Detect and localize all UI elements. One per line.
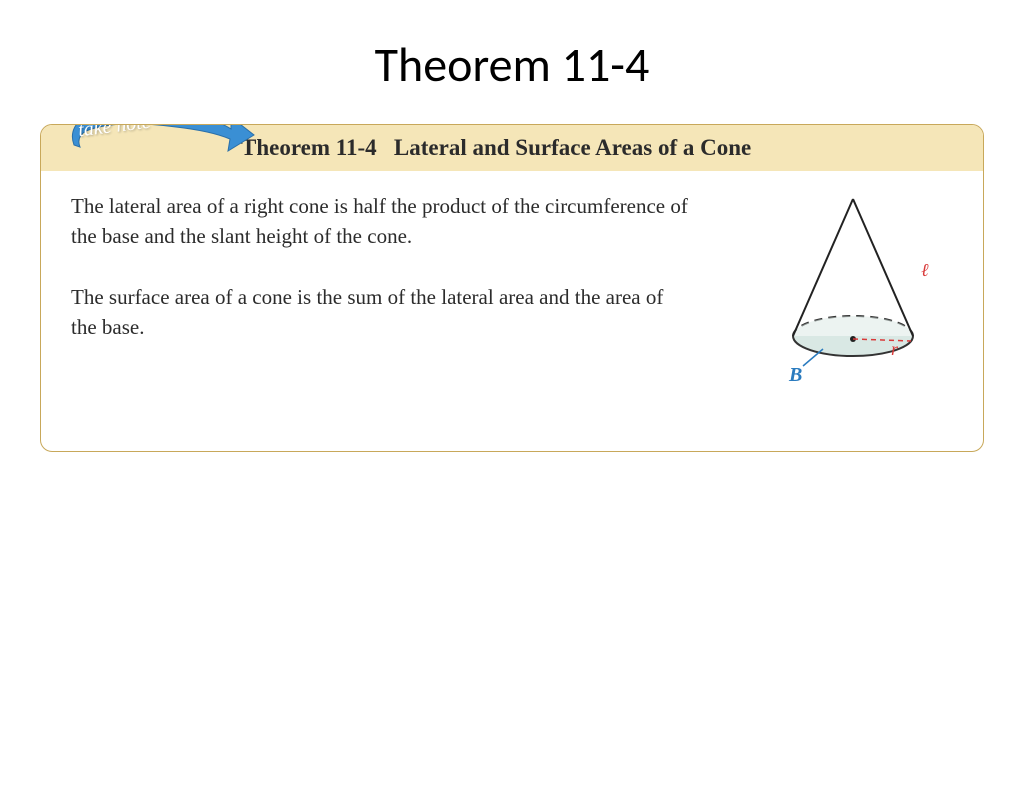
- take-note-badge: take note: [66, 124, 256, 167]
- label-base: B: [788, 364, 802, 381]
- theorem-content: The lateral area of a right cone is half…: [41, 171, 983, 451]
- theorem-box: take note Theorem 11-4 Lateral and Surfa…: [40, 124, 984, 452]
- slide-title: Theorem 11-4: [0, 35, 1024, 94]
- paragraph-1: The lateral area of a right cone is half…: [71, 191, 691, 252]
- label-slant: ℓ: [921, 260, 929, 280]
- cone-diagram: ℓ r B: [763, 181, 953, 381]
- label-radius: r: [891, 339, 899, 359]
- theorem-number: Theorem 11-4: [241, 135, 377, 160]
- header-text: Theorem 11-4 Lateral and Surface Areas o…: [241, 135, 751, 160]
- theorem-title: Lateral and Surface Areas of a Cone: [394, 135, 751, 160]
- paragraph-2: The surface area of a cone is the sum of…: [71, 282, 691, 343]
